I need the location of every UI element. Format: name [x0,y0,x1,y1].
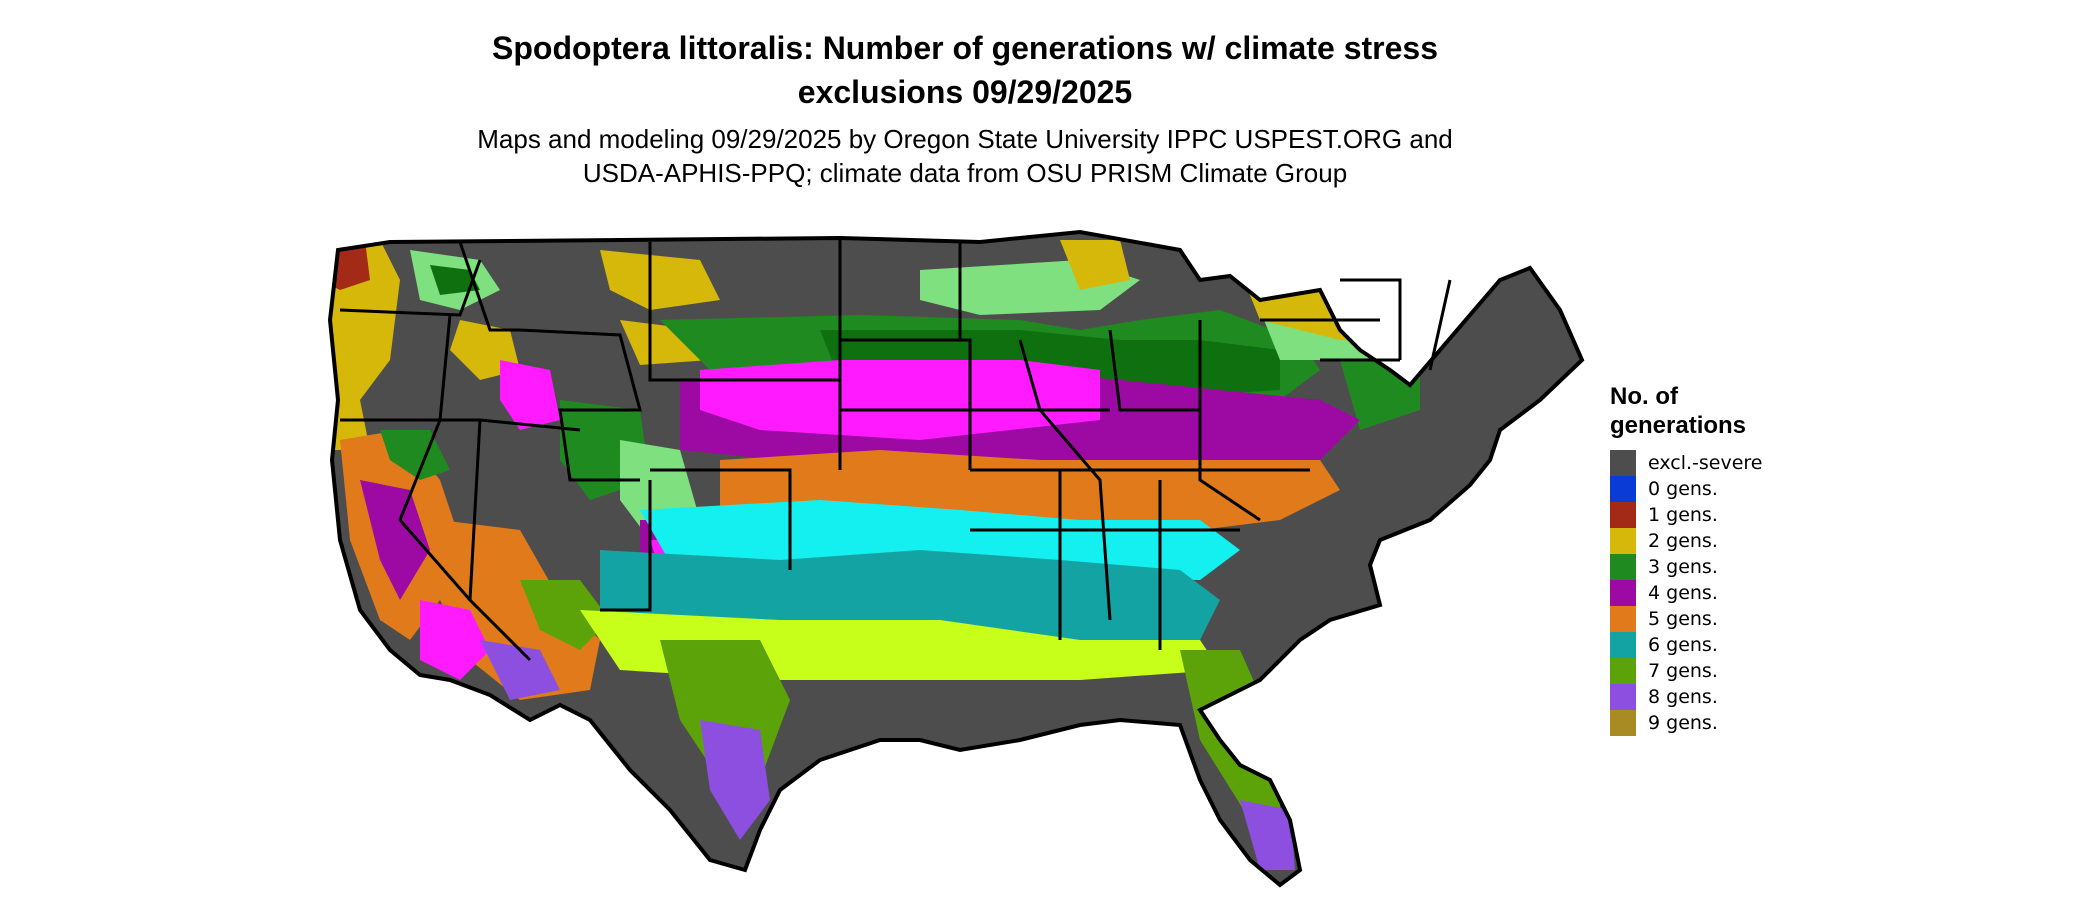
legend-label: 2 gens. [1648,530,1718,552]
legend-item: 8 gens. [1610,684,1810,710]
border-segment [1018,339,1112,621]
zone-florida-violet [1240,800,1295,870]
border-segment [519,328,642,482]
zone-texas-violet [700,720,770,840]
legend-item: 2 gens. [1610,528,1810,554]
legend-list: excl.-severe 0 gens. 1 gens. 2 gens. 3 gens.… [1610,450,1810,736]
legend-label: excl.-severe [1648,452,1763,474]
border-segment [648,242,840,382]
legend-swatch [1610,450,1636,476]
legend-label: 9 gens. [1648,712,1718,734]
legend-swatch [1610,684,1636,710]
border-segment [1198,320,1261,522]
border-segment [468,419,532,662]
legend-swatch [1610,710,1636,736]
border-segment [1340,278,1402,360]
zone-coast-two [330,240,400,450]
legend-label: 7 gens. [1648,660,1718,682]
legend-label: 6 gens. [1648,634,1718,656]
map-subtitle: Maps and modeling 09/29/2025 by Oregon S… [0,122,1930,190]
legend-label: 5 gens. [1648,608,1718,630]
legend-swatch [1610,502,1636,528]
legend-item: 9 gens. [1610,710,1810,736]
subtitle-line-2: USDA-APHIS-PPQ; climate data from OSU PR… [582,158,1348,188]
legend-title-line-1: No. of [1610,383,1678,410]
legend-label: 3 gens. [1648,556,1718,578]
legend-item: 1 gens. [1610,502,1810,528]
state-borders [339,240,1452,662]
us-generations-map [328,230,1584,887]
legend-title-line-2: generations [1610,412,1747,439]
legend-label: 0 gens. [1648,478,1718,500]
zone-montana-two [600,250,720,310]
zone-pnw-dark [430,265,480,295]
legend-swatch [1610,606,1636,632]
legend-item: 0 gens. [1610,476,1810,502]
zone-band-magenta-east [880,370,940,410]
legend-label: 8 gens. [1648,686,1718,708]
legend-swatch [1610,554,1636,580]
legend-swatch [1610,632,1636,658]
legend-swatch [1610,580,1636,606]
map-title: Spodoptera littoralis: Number of generat… [0,26,1930,114]
border-segment [458,241,520,332]
zone-sw-seven [520,580,610,650]
legend-item: 6 gens. [1610,632,1810,658]
legend-item: 3 gens. [1610,554,1810,580]
legend-label: 1 gens. [1648,504,1718,526]
subtitle-line-1: Maps and modeling 09/29/2025 by Oregon S… [477,124,1453,154]
zone-mi-two [1060,240,1130,290]
zone-sw-violet [480,640,560,700]
zone-sw-magenta [420,600,490,680]
zone-ca-purple [360,480,430,600]
legend-item: 4 gens. [1610,580,1810,606]
border-segment [398,314,472,601]
border-segment [650,468,792,570]
legend-title: No. of generations [1610,382,1810,440]
legend-label: 4 gens. [1648,582,1718,604]
legend-item: 7 gens. [1610,658,1810,684]
border-segment [600,480,652,612]
legend-swatch [1610,658,1636,684]
title-line-1: Spodoptera littoralis: Number of generat… [492,30,1438,66]
legend-swatch [1610,476,1636,502]
border-segment [1108,329,1200,412]
legend-item: excl.-severe [1610,450,1810,476]
legend-item: 5 gens. [1610,606,1810,632]
title-line-2: exclusions 09/29/2025 [797,74,1133,110]
legend: No. of generations excl.-severe 0 gens. 1 … [1610,382,1810,736]
legend-swatch [1610,528,1636,554]
zone-utah-magenta [500,360,560,430]
border-segment [840,338,972,470]
